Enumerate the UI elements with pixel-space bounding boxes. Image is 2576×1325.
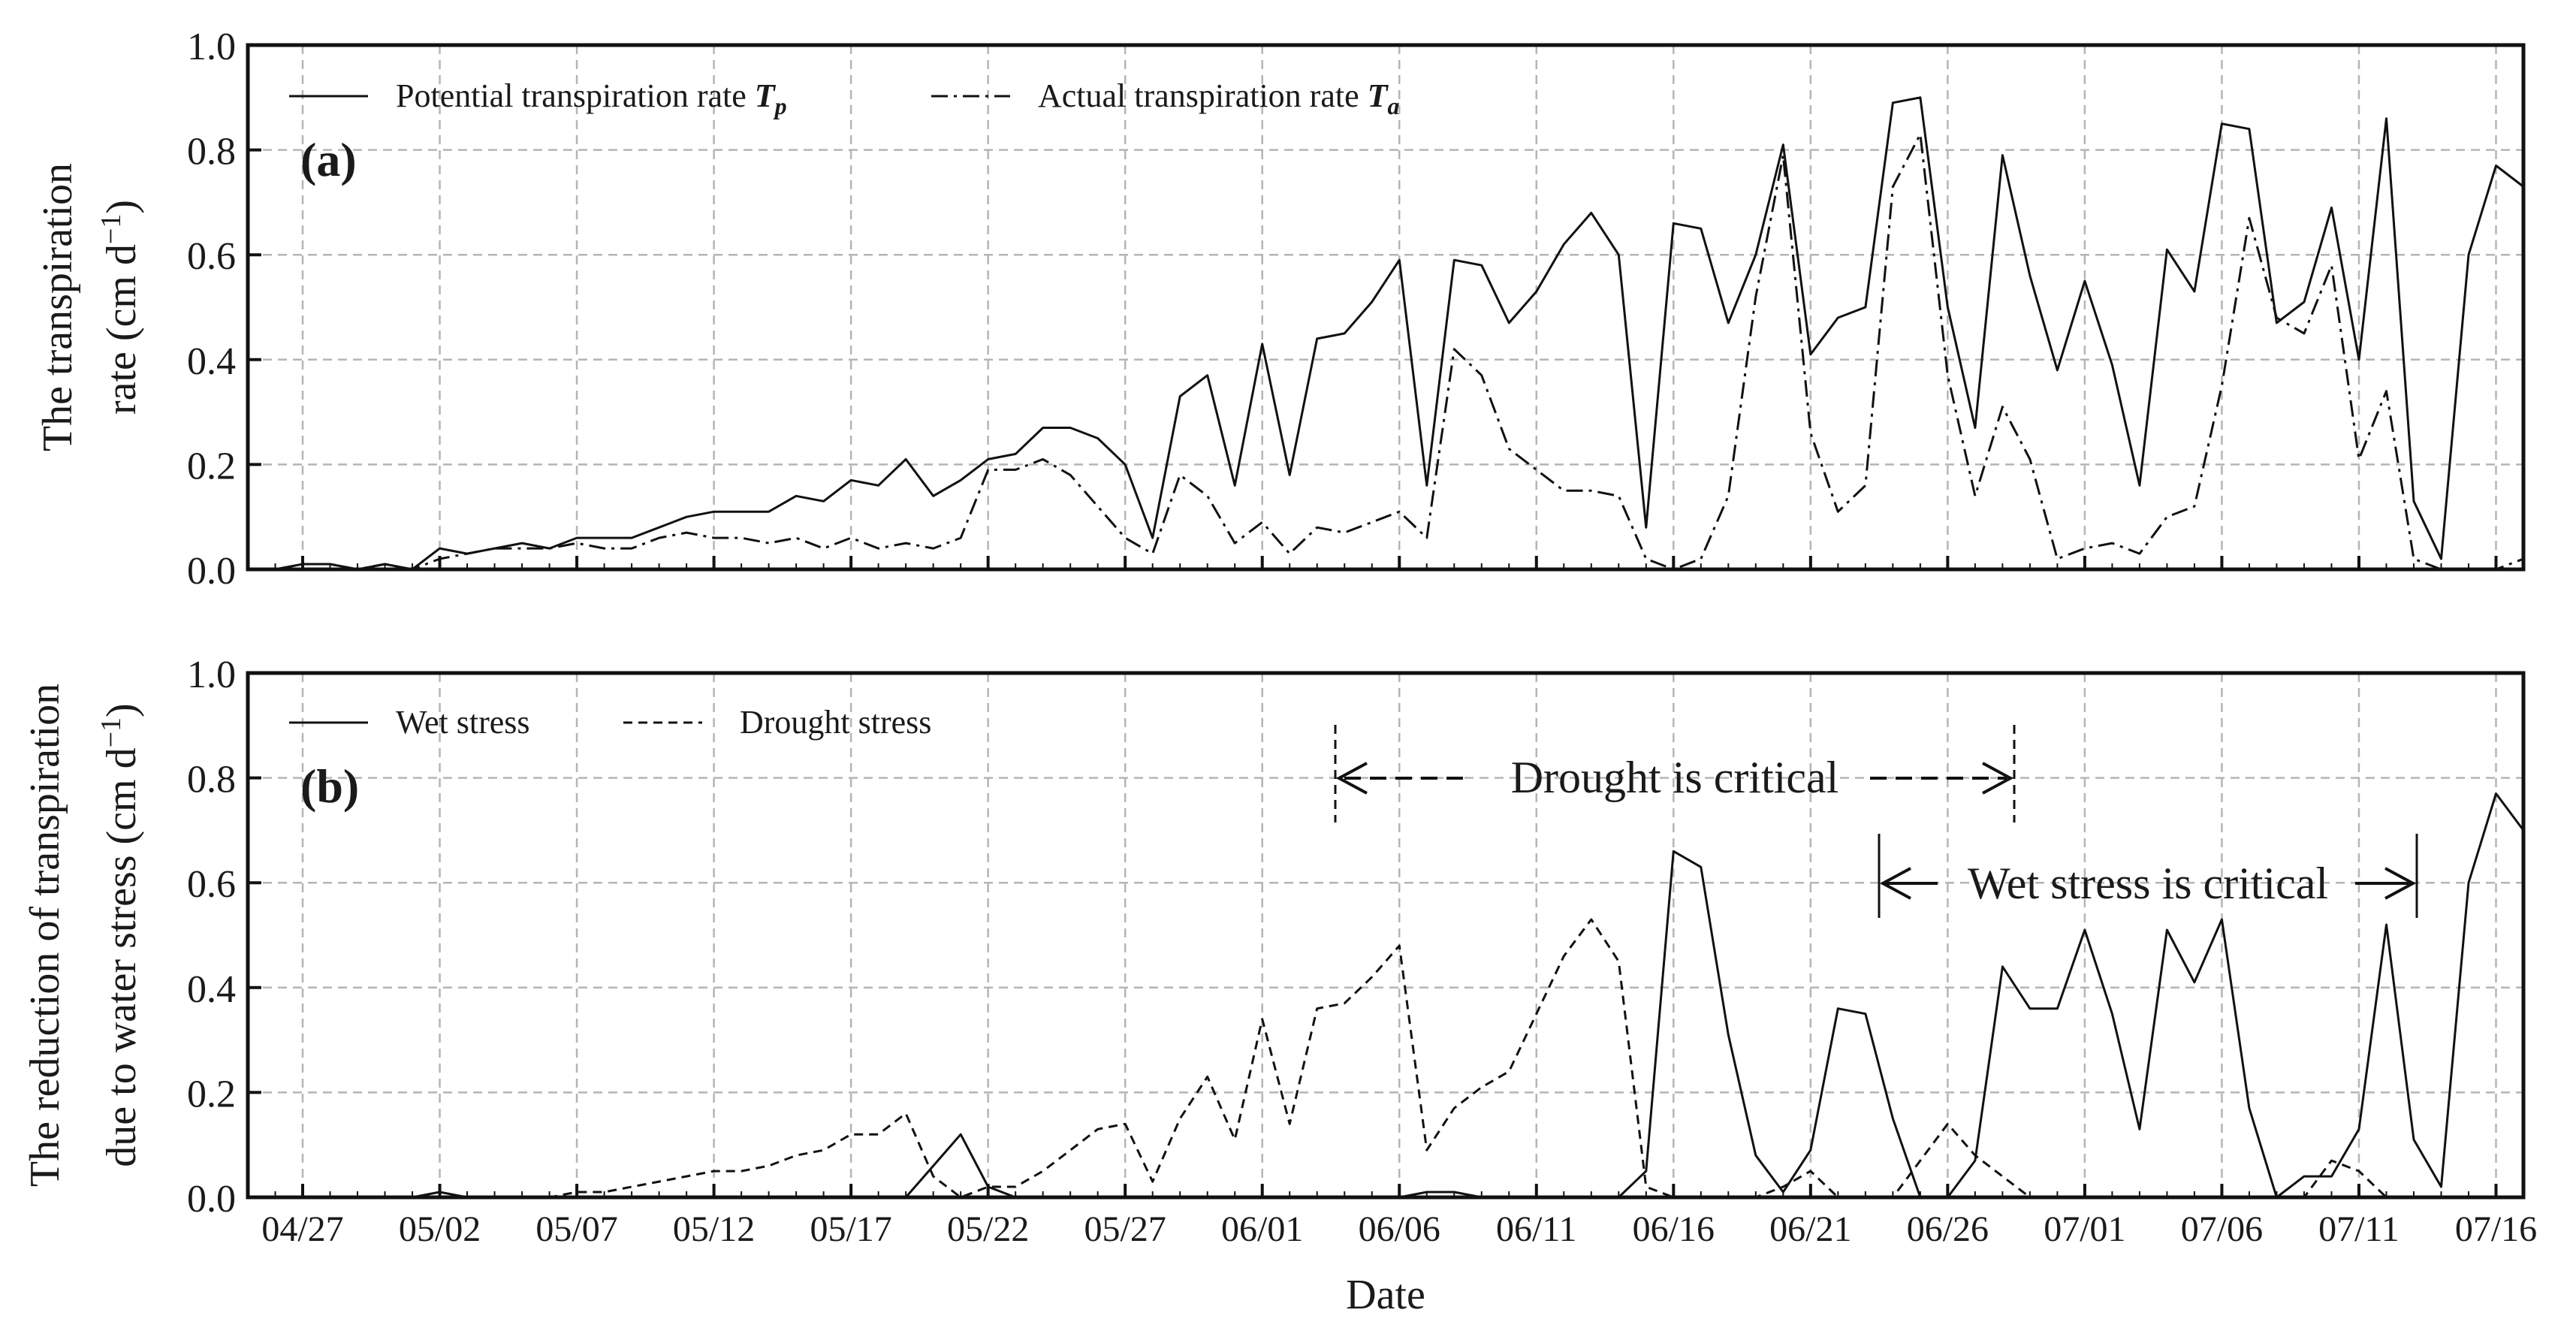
xtick-label: 07/06 [2181, 1209, 2263, 1249]
legend-drought-label: Drought stress [740, 704, 931, 741]
xtick-label: 06/21 [1769, 1209, 1851, 1249]
xtick-label: 06/16 [1633, 1209, 1715, 1249]
panel-a: 0.0 0.2 0.4 0.6 0.8 1.0 (a) Potential transpi… [35, 26, 2526, 593]
panel-a-ylabel-line1: The transpiration [35, 163, 81, 451]
b-ytick-label: 0.8 [187, 759, 236, 801]
a-ytick-label: 0.4 [187, 340, 236, 383]
x-axis-label: Date [1346, 1272, 1425, 1318]
panel-a-series [248, 96, 2524, 571]
panel-a-ylabel-line2: rate (cm d−1) [95, 200, 145, 415]
xtick-label: 06/01 [1221, 1209, 1303, 1249]
series-wet-stress-line [248, 792, 2525, 1199]
xtick-label: 07/01 [2044, 1209, 2125, 1249]
drought-arrow-right-head [1982, 762, 2014, 795]
panel-b: 0.0 0.2 0.4 0.6 0.8 1.0 04/27 05/02 05/07 05/12 05… [22, 653, 2537, 1249]
panel-b-frame [246, 671, 2526, 1200]
panel-a-frame [246, 43, 2526, 572]
panel-a-ticks: 0.0 0.2 0.4 0.6 0.8 1.0 [187, 26, 2524, 593]
xtick-label: 05/27 [1084, 1209, 1166, 1249]
legend-tp-label: Potential transpiration rate Tp [396, 77, 787, 119]
series-ta-line [248, 133, 2524, 571]
panel-b-grid [248, 673, 2523, 1197]
xtick-label: 05/17 [810, 1209, 891, 1249]
xtick-label: 05/02 [399, 1209, 481, 1249]
xtick-label: 06/06 [1359, 1209, 1440, 1249]
xtick-label: 05/07 [535, 1209, 617, 1249]
xtick-label: 06/11 [1496, 1209, 1577, 1249]
panel-b-ylabel-line1: The reduction of transpiration [22, 684, 68, 1187]
xtick-label: 04/27 [261, 1209, 343, 1249]
panel-a-grid [248, 45, 2523, 569]
xtick-label: 05/22 [947, 1209, 1029, 1249]
xtick-label: 07/16 [2455, 1209, 2537, 1249]
b-ytick-label: 0.2 [187, 1073, 236, 1115]
panel-a-label: (a) [300, 133, 357, 186]
legend-wet-label: Wet stress [396, 704, 530, 741]
xtick-label: 05/12 [673, 1209, 755, 1249]
drought-critical-text: Drought is critical [1511, 753, 1839, 802]
panel-b-annotations: Drought is critical Wet stress is critic… [1334, 725, 2418, 918]
b-ytick-label: 0.0 [187, 1178, 236, 1221]
xtick-label: 06/26 [1907, 1209, 1989, 1249]
series-tp-line [248, 96, 2524, 571]
panel-b-legend: Wet stress Drought stress [289, 704, 931, 741]
a-ytick-label: 0.8 [187, 131, 236, 174]
a-ytick-label: 1.0 [187, 26, 236, 68]
b-ytick-label: 0.6 [187, 863, 236, 906]
a-ytick-label: 0.6 [187, 235, 236, 278]
panel-b-ylabel-line2: due to water stress (cm d−1) [95, 703, 145, 1167]
xtick-label: 07/11 [2318, 1209, 2400, 1249]
legend-ta-label: Actual transpiration rate Ta [1038, 77, 1400, 119]
a-ytick-label: 0.2 [187, 445, 236, 487]
panel-b-series [248, 792, 2525, 1199]
wet-arrow-left-head [1879, 867, 1911, 900]
panel-b-label: (b) [300, 759, 359, 813]
wet-arrow-right-head [2384, 867, 2417, 900]
b-ytick-label: 0.4 [187, 968, 236, 1011]
b-ytick-label: 1.0 [187, 653, 236, 696]
a-ytick-label: 0.0 [187, 550, 236, 593]
drought-arrow-left-head [1335, 762, 1368, 795]
panel-a-legend: Potential transpiration rate Tp Actual t… [289, 77, 1400, 119]
panel-b-ticks: 0.0 0.2 0.4 0.6 0.8 1.0 04/27 05/02 05/07 05/12 05… [187, 653, 2537, 1249]
wet-critical-text: Wet stress is critical [1968, 859, 2328, 908]
